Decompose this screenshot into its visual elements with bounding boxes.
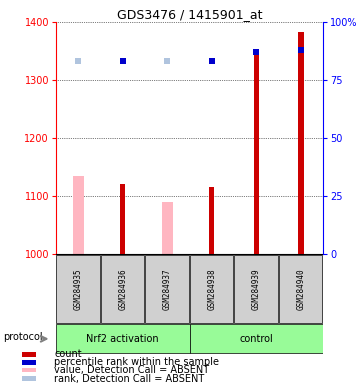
Bar bbox=[145, 255, 189, 323]
Text: control: control bbox=[239, 334, 273, 344]
Text: Nrf2 activation: Nrf2 activation bbox=[86, 334, 159, 344]
Bar bbox=[22, 368, 36, 372]
Text: count: count bbox=[54, 349, 82, 359]
Title: GDS3476 / 1415901_at: GDS3476 / 1415901_at bbox=[117, 8, 262, 21]
Bar bbox=[73, 175, 84, 254]
Bar bbox=[298, 32, 304, 254]
Bar bbox=[22, 376, 36, 381]
Bar bbox=[162, 202, 173, 254]
Bar bbox=[279, 255, 322, 323]
Text: percentile rank within the sample: percentile rank within the sample bbox=[54, 358, 219, 367]
Bar bbox=[56, 255, 100, 323]
Text: GSM284935: GSM284935 bbox=[74, 268, 83, 310]
Bar bbox=[22, 353, 36, 357]
Bar bbox=[101, 255, 144, 323]
Bar bbox=[235, 255, 278, 323]
Bar bbox=[254, 51, 259, 254]
Text: GSM284936: GSM284936 bbox=[118, 268, 127, 310]
Text: value, Detection Call = ABSENT: value, Detection Call = ABSENT bbox=[54, 365, 209, 375]
Text: rank, Detection Call = ABSENT: rank, Detection Call = ABSENT bbox=[54, 374, 204, 384]
Text: GSM284938: GSM284938 bbox=[207, 268, 216, 310]
Bar bbox=[56, 324, 190, 353]
Text: protocol: protocol bbox=[3, 332, 43, 343]
Bar bbox=[22, 360, 36, 364]
Bar bbox=[120, 184, 125, 254]
Bar bbox=[190, 255, 233, 323]
Bar bbox=[209, 187, 214, 254]
Text: GSM284939: GSM284939 bbox=[252, 268, 261, 310]
Bar bbox=[190, 324, 323, 353]
Text: GSM284937: GSM284937 bbox=[163, 268, 172, 310]
Text: GSM284940: GSM284940 bbox=[296, 268, 305, 310]
